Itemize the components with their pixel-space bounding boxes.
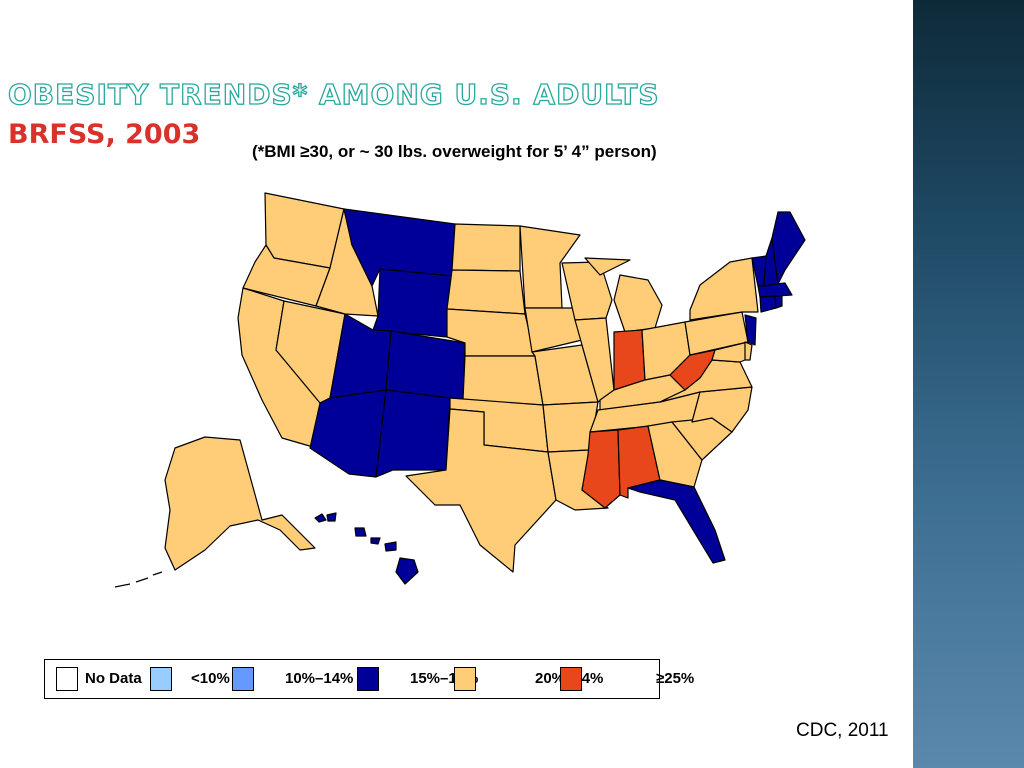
state-connecticut xyxy=(759,295,777,313)
legend-label-10-14: 10%–14% xyxy=(285,670,354,687)
state-hawaii xyxy=(314,512,419,585)
legend-swatch-10-14 xyxy=(232,667,254,691)
alaska-aleutian-islands xyxy=(114,571,163,588)
bmi-definition-note: (*BMI ≥30, or ~ 30 lbs. overweight for 5… xyxy=(252,142,657,161)
state-alaska xyxy=(164,436,316,571)
state-north-dakota xyxy=(451,223,521,272)
source-credit: CDC, 2011 xyxy=(796,720,889,741)
state-wyoming xyxy=(372,268,453,338)
legend-label-no-data: No Data xyxy=(85,670,142,687)
state-minnesota xyxy=(519,225,581,309)
state-new-jersey xyxy=(744,314,757,346)
state-arizona xyxy=(309,389,387,478)
map-legend: No Data <10% 10%–14% 15%–19% 20%–24% ≥25… xyxy=(44,659,694,699)
state-maine xyxy=(771,211,806,285)
legend-swatch-25-plus xyxy=(560,667,582,691)
state-texas xyxy=(405,408,557,573)
state-kansas xyxy=(462,355,544,406)
state-maryland xyxy=(711,341,749,363)
slide-subtitle: BRFSS, 2003 xyxy=(8,119,201,150)
legend-label-25-plus: ≥25% xyxy=(656,670,695,687)
state-colorado xyxy=(385,330,466,401)
state-rhode-island xyxy=(774,295,783,309)
state-georgia xyxy=(647,421,703,488)
legend-label-under-10: <10% xyxy=(191,670,230,687)
legend-swatch-under-10 xyxy=(150,667,172,691)
state-delaware xyxy=(744,341,753,361)
us-obesity-map xyxy=(114,192,806,588)
state-south-dakota xyxy=(446,269,526,315)
legend-swatch-15-19 xyxy=(357,667,379,691)
legend-swatch-no-data xyxy=(56,667,78,691)
state-new-mexico xyxy=(375,389,451,478)
legend-swatch-20-24 xyxy=(454,667,476,691)
state-new-york xyxy=(689,257,759,321)
slide-title: Obesity Trends* Among U.S. Adults xyxy=(7,77,660,111)
decorative-sidebar xyxy=(913,0,1024,768)
state-florida xyxy=(627,479,726,564)
